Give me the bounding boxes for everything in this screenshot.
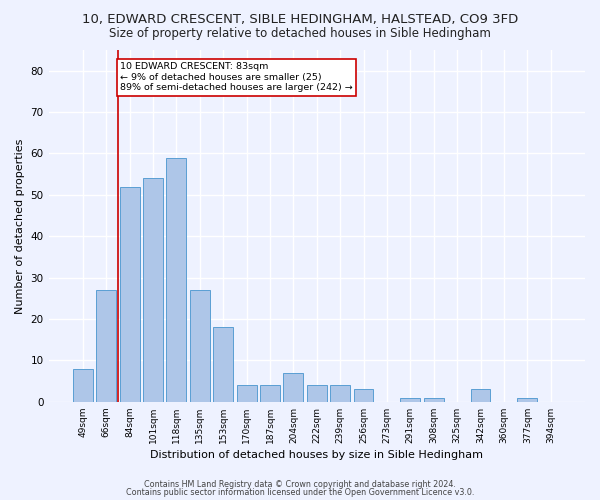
Text: 10 EDWARD CRESCENT: 83sqm
← 9% of detached houses are smaller (25)
89% of semi-d: 10 EDWARD CRESCENT: 83sqm ← 9% of detach… [120,62,353,92]
Bar [330,386,350,402]
Bar [190,290,210,402]
X-axis label: Distribution of detached houses by size in Sible Hedingham: Distribution of detached houses by size … [150,450,483,460]
Bar [307,386,327,402]
Bar [73,368,93,402]
Bar [283,373,304,402]
Bar [143,178,163,402]
Bar [517,398,537,402]
Text: Contains HM Land Registry data © Crown copyright and database right 2024.: Contains HM Land Registry data © Crown c… [144,480,456,489]
Bar [120,186,140,402]
Bar [166,158,187,402]
Bar [260,386,280,402]
Bar [400,398,420,402]
Bar [97,290,116,402]
Bar [424,398,443,402]
Bar [213,328,233,402]
Text: Size of property relative to detached houses in Sible Hedingham: Size of property relative to detached ho… [109,28,491,40]
Bar [470,390,490,402]
Text: 10, EDWARD CRESCENT, SIBLE HEDINGHAM, HALSTEAD, CO9 3FD: 10, EDWARD CRESCENT, SIBLE HEDINGHAM, HA… [82,12,518,26]
Bar [236,386,257,402]
Text: Contains public sector information licensed under the Open Government Licence v3: Contains public sector information licen… [126,488,474,497]
Bar [353,390,373,402]
Y-axis label: Number of detached properties: Number of detached properties [15,138,25,314]
